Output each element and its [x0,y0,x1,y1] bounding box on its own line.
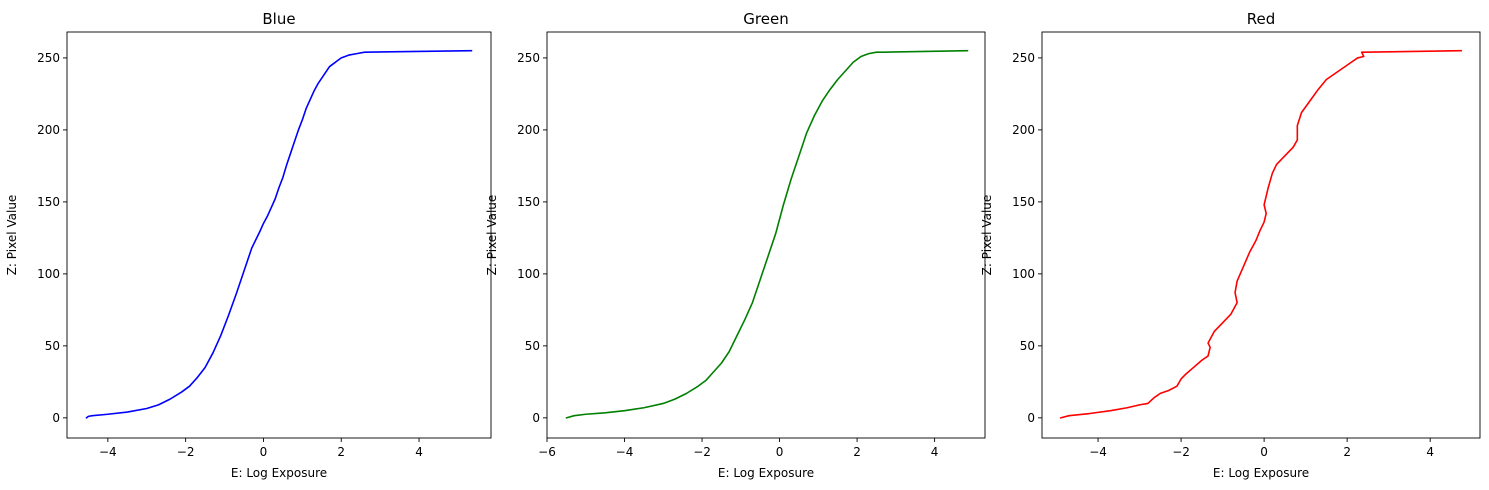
response-curve-green [565,49,969,419]
x-tick-label: 0 [1260,445,1268,459]
x-tick-label: −2 [1172,445,1190,459]
y-tick-label: 100 [1012,267,1035,281]
y-tick-label: 100 [37,267,60,281]
y-tick-label: 100 [517,267,540,281]
x-tick-label: −6 [538,445,556,459]
y-tick-label: 150 [37,195,60,209]
x-tick-label: 0 [260,445,268,459]
x-axis-label: E: Log Exposure [1213,466,1309,480]
y-tick-label: 0 [52,411,60,425]
axes-frame [66,31,492,439]
axes-frame [1041,31,1481,439]
y-tick-label: 0 [1027,411,1035,425]
response-curve-blue [85,49,473,419]
y-tick-label: 200 [1012,123,1035,137]
y-axis-label: Z: Pixel Value [980,195,994,276]
y-tick-label: 250 [517,51,540,65]
response-curve-red [1059,49,1463,419]
x-tick-label: 2 [1343,445,1351,459]
y-tick-label: 200 [517,123,540,137]
y-tick-label: 50 [45,339,60,353]
y-tick-label: 250 [37,51,60,65]
chart-panel-red: Red −4 −2 0 2 4 0 50 100 150 200 250 E: Log Exposure… [980,10,1481,480]
x-axis-label: E: Log Exposure [231,466,327,480]
y-tick-label: 0 [532,411,540,425]
axes-frame [546,31,986,439]
y-tick-label: 150 [1012,195,1035,209]
x-tick-label: −2 [177,445,195,459]
y-tick-label: 200 [37,123,60,137]
chart-panel-blue: Blue −4 −2 0 2 4 0 50 100 150 200 250 E: Log Exposur… [5,10,492,480]
x-tick-label: 2 [337,445,345,459]
y-tick-label: 50 [1020,339,1035,353]
y-axis-label: Z: Pixel Value [5,195,19,276]
x-tick-label: 0 [776,445,784,459]
y-axis-label: Z: Pixel Value [485,195,499,276]
x-tick-label: 2 [853,445,861,459]
x-tick-label: −4 [99,445,117,459]
x-tick-label: 4 [931,445,939,459]
x-tick-label: 4 [415,445,423,459]
chart-panel-green: Green −6 −4 −2 0 2 4 0 50 100 150 200 250 E: Log Expo… [485,10,986,480]
y-tick-label: 150 [517,195,540,209]
x-axis-label: E: Log Exposure [718,466,814,480]
x-tick-label: −4 [616,445,634,459]
x-tick-label: −4 [1089,445,1107,459]
chart-title: Green [743,10,788,28]
y-tick-label: 250 [1012,51,1035,65]
chart-title: Blue [262,10,295,28]
x-tick-label: −2 [693,445,711,459]
chart-title: Red [1247,10,1276,28]
y-tick-label: 50 [525,339,540,353]
x-tick-label: 4 [1426,445,1434,459]
